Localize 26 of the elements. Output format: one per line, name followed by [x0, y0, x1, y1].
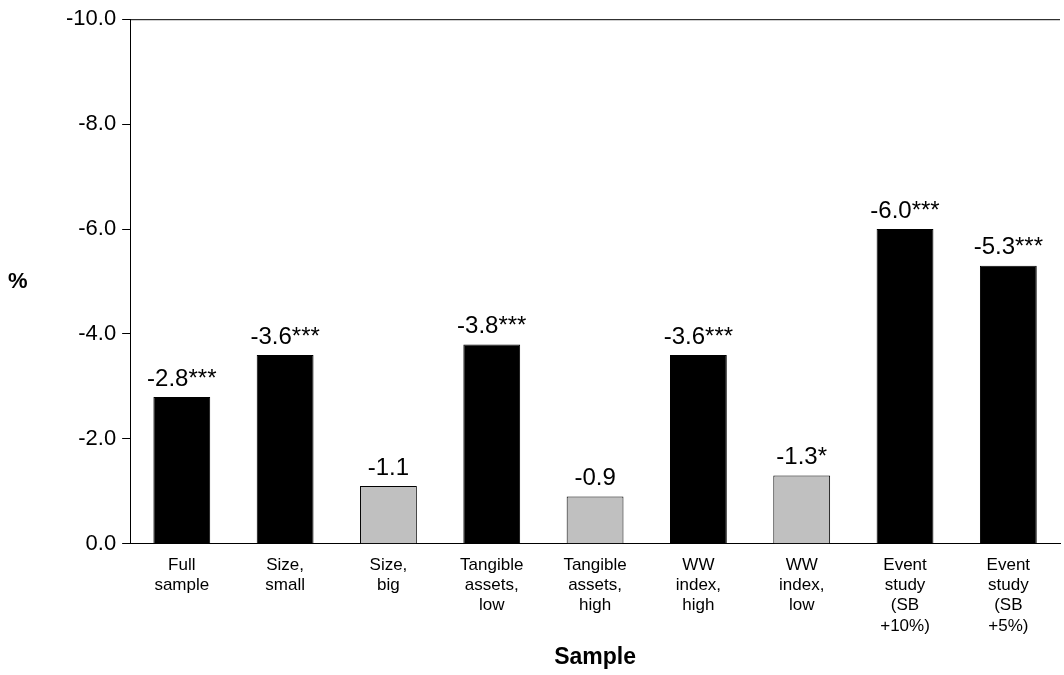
- x-tick-label: WW index, low: [779, 554, 825, 615]
- data-label: -6.0***: [870, 195, 940, 223]
- x-axis-title: Sample: [554, 642, 636, 669]
- data-label: -1.1: [367, 452, 410, 480]
- y-tick-label: -10.0: [65, 5, 117, 31]
- x-tick-label: Full sample: [154, 554, 210, 595]
- x-tick-label: Tangible assets, low: [460, 554, 524, 615]
- x-tick-label: Size, big: [369, 554, 408, 595]
- y-tick-label: -6.0: [78, 215, 117, 241]
- y-tick-label: 0.0: [85, 529, 117, 555]
- x-tick-label: Size, small: [265, 554, 305, 595]
- y-axis-title: %: [8, 267, 28, 293]
- y-tick-label: -8.0: [78, 110, 117, 136]
- data-label: -3.6***: [663, 321, 734, 349]
- data-label: -3.6***: [250, 321, 320, 349]
- data-label: -5.3***: [973, 232, 1044, 260]
- y-tick-label: -2.0: [78, 424, 117, 450]
- x-tick-label: WW index, high: [675, 554, 722, 615]
- x-tick-label: Event study (SB +5%): [986, 554, 1031, 635]
- data-label: -0.9: [574, 463, 616, 491]
- data-label: -2.8***: [147, 363, 217, 391]
- y-tick-label: -4.0: [78, 320, 117, 346]
- x-tick-label: Tangible assets, high: [563, 554, 627, 615]
- data-label: -1.3*: [776, 442, 828, 470]
- x-tick-label: Event study (SB +10%): [880, 554, 930, 635]
- data-label: -3.8***: [457, 311, 527, 339]
